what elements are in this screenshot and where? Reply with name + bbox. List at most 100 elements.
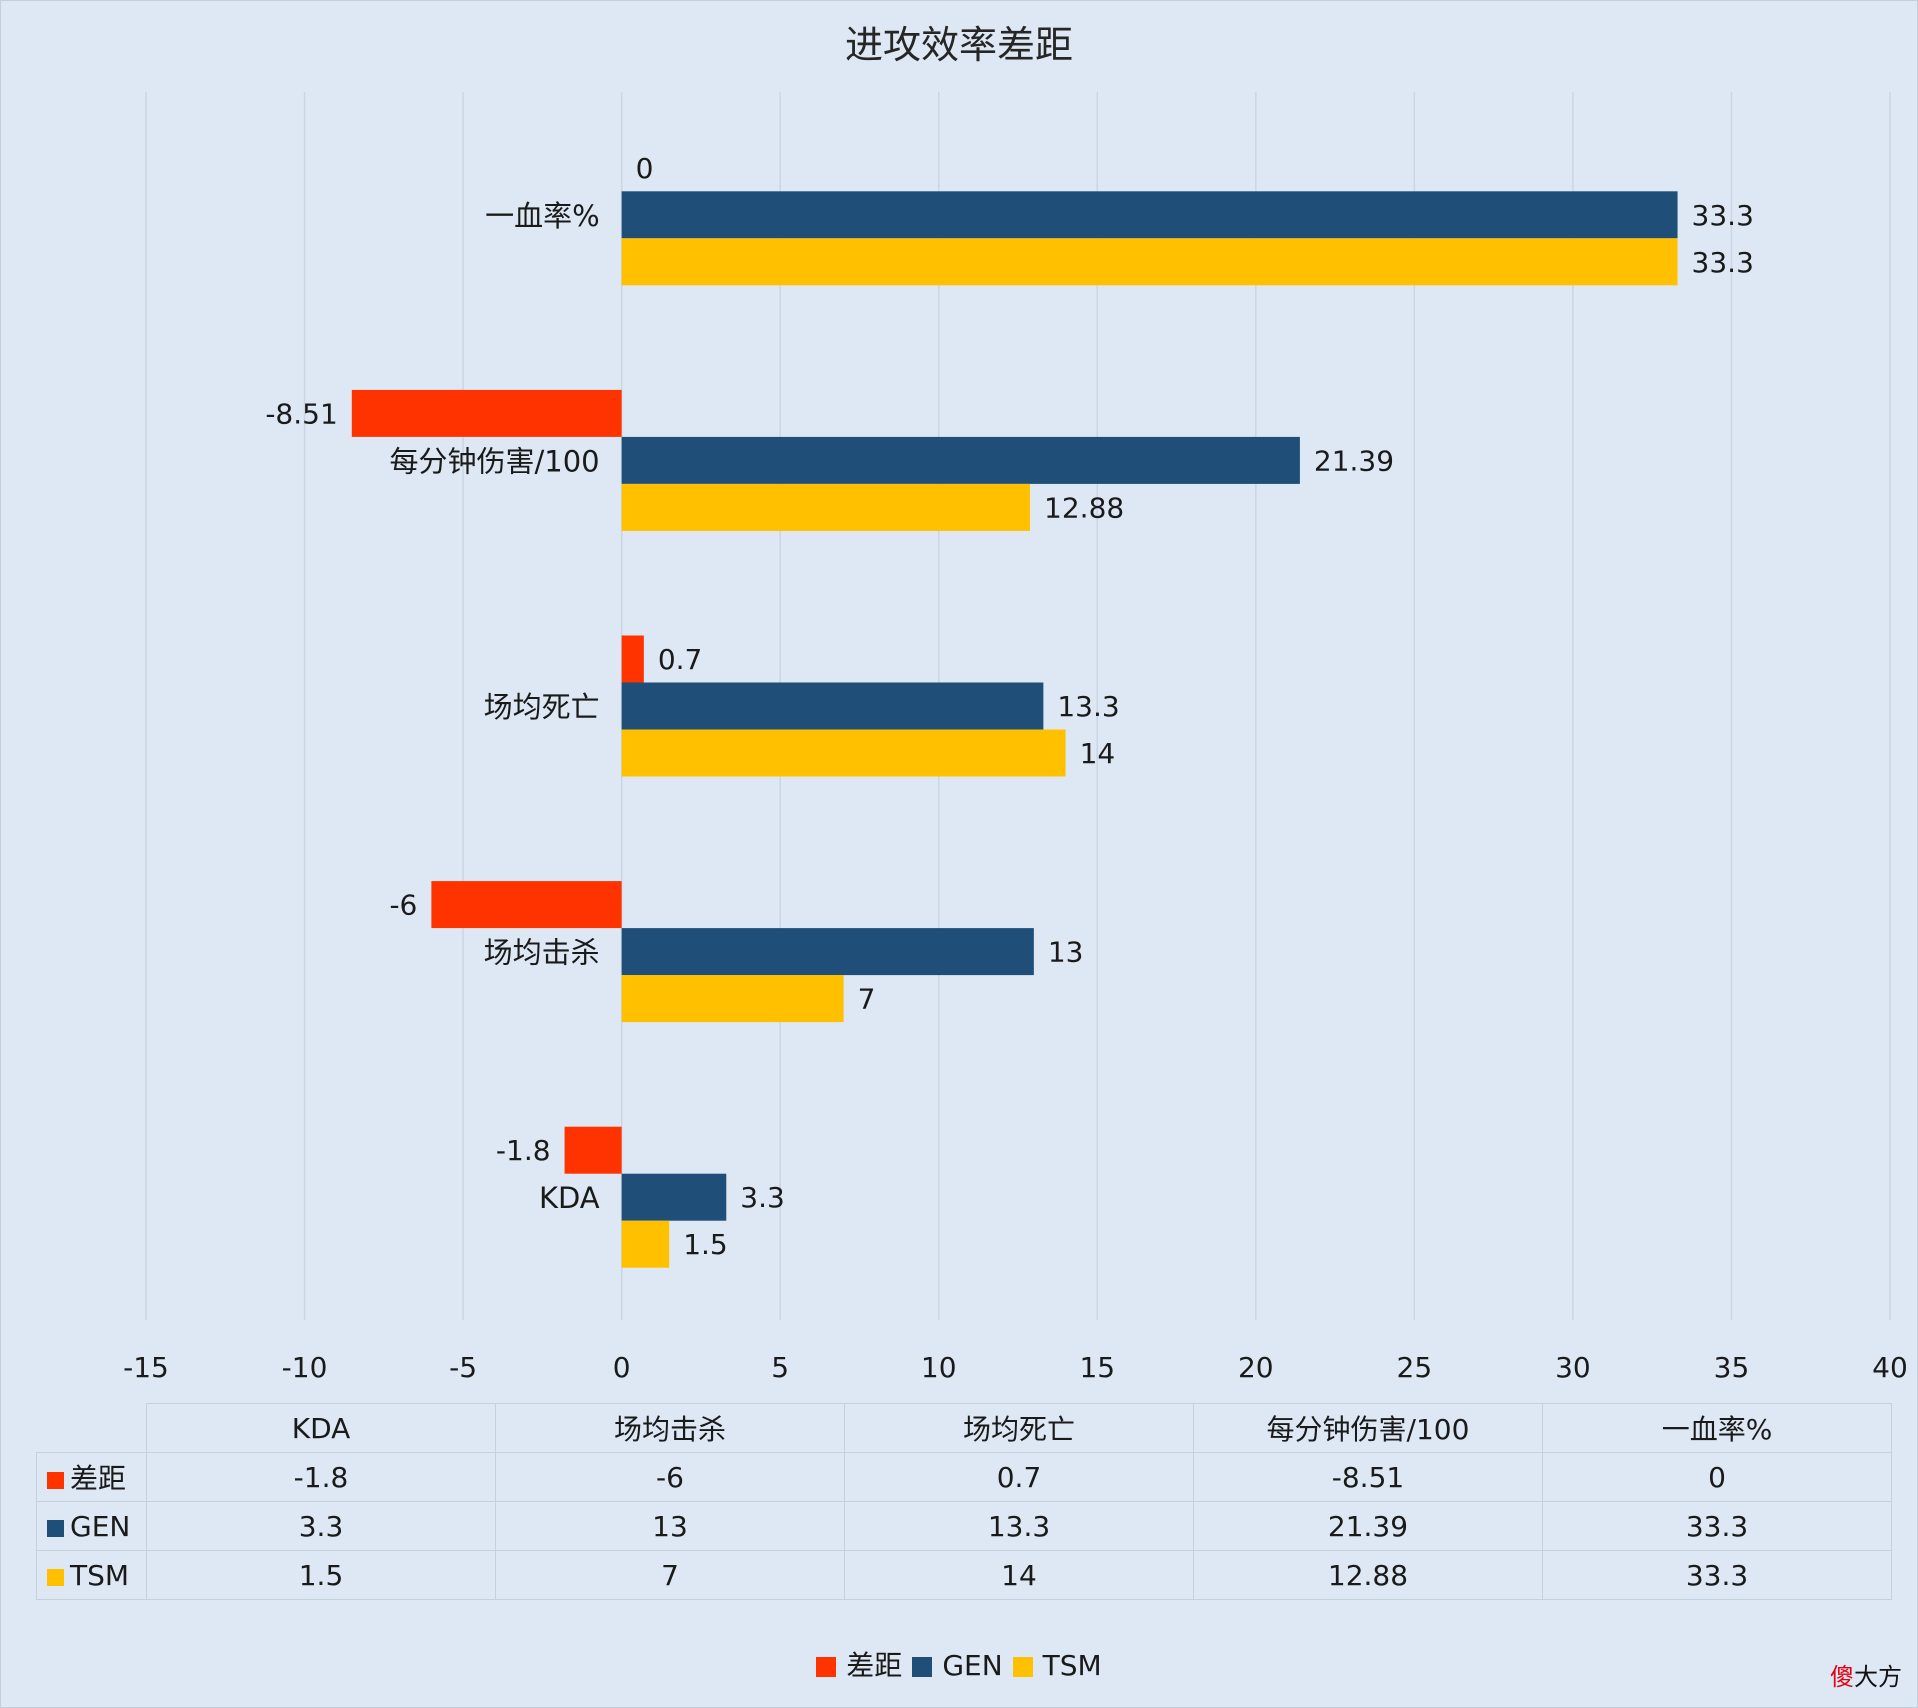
data-label: 7: [858, 983, 876, 1016]
data-label: 33.3: [1692, 246, 1754, 279]
table-cell: 7: [495, 1550, 845, 1600]
data-label: 21.39: [1314, 444, 1394, 477]
bar-差距: [431, 881, 622, 929]
chart-title: 进攻效率差距: [844, 23, 1073, 67]
bar-gen: [621, 1173, 727, 1221]
data-label: 12.88: [1044, 491, 1124, 524]
data-label: -1.8: [496, 1134, 551, 1167]
x-tick-label: -10: [282, 1351, 328, 1384]
table-cell: 13.3: [844, 1501, 1194, 1551]
table-row: TSM 1.5 7 14 12.88 33.3: [36, 1550, 1892, 1600]
bar-差距: [564, 1126, 622, 1174]
x-tick-labels: -15 -10 -5 0 5 10 15 20 25 30 35 40: [123, 1351, 1908, 1384]
table-column-header: 一血率%: [1542, 1403, 1892, 1453]
legend-item-tsm: TSM: [1012, 1649, 1102, 1682]
series-swatch: [47, 1519, 64, 1537]
table-corner: [36, 1403, 147, 1453]
data-label: 1.5: [683, 1228, 728, 1261]
category-label: KDA: [539, 1181, 600, 1215]
table-column-header: 场均击杀: [495, 1403, 845, 1453]
data-label: -8.51: [265, 397, 337, 430]
x-tick-label: 0: [613, 1351, 631, 1384]
category-label: 每分钟伤害/100: [390, 444, 600, 478]
data-label: 3.3: [740, 1181, 785, 1214]
data-label: 0.7: [658, 643, 703, 676]
watermark-accent: 傻: [1830, 1663, 1854, 1691]
table-cell: 1.5: [146, 1550, 496, 1600]
x-tick-label: 20: [1238, 1351, 1274, 1384]
table-column-header: KDA: [146, 1403, 496, 1453]
data-label: -6: [389, 889, 417, 922]
table-row-header: TSM: [36, 1550, 147, 1600]
x-tick-label: 5: [771, 1351, 789, 1384]
series-swatch: [47, 1568, 64, 1586]
legend-swatch: [912, 1657, 933, 1677]
bar-tsm: [621, 975, 844, 1023]
table-cell: 33.3: [1542, 1501, 1892, 1551]
legend: 差距 GEN TSM: [0, 1644, 1918, 1684]
legend-item-gen: GEN: [912, 1649, 1003, 1682]
table-cell: 3.3: [146, 1501, 496, 1551]
x-tick-label: 40: [1872, 1351, 1908, 1384]
bar-gen: [621, 191, 1678, 239]
bar-gen: [621, 928, 1034, 976]
table-column-header: 场均死亡: [844, 1403, 1194, 1453]
category-label: 场均击杀: [484, 936, 600, 970]
table-row: 差距 -1.8 -6 0.7 -8.51 0: [36, 1452, 1892, 1502]
data-label: 13: [1048, 936, 1084, 969]
table-cell: 13: [495, 1501, 845, 1551]
x-tick-label: -5: [449, 1351, 477, 1384]
table-cell: 0: [1542, 1452, 1892, 1502]
bar-gen: [621, 436, 1300, 484]
table-cell: 33.3: [1542, 1550, 1892, 1600]
bar-tsm: [621, 238, 1678, 286]
x-tick-label: 35: [1714, 1351, 1750, 1384]
bar-差距: [621, 635, 644, 683]
bar-tsm: [621, 729, 1066, 777]
legend-label: 差距: [846, 1649, 903, 1682]
data-table: KDA 场均击杀 场均死亡 每分钟伤害/100 一血率% 差距 -1.8 -6 0.7 -8.51…: [36, 1403, 1892, 1600]
series-name: TSM: [70, 1558, 130, 1592]
table-cell: -8.51: [1193, 1452, 1543, 1502]
table-row-header: 差距: [36, 1452, 147, 1502]
plot-area: -1.8 3.3 1.5 -6 13 7 0.7 13.3 14 -8.51 21.39 12.88 0…: [123, 92, 1908, 1384]
table-column-header: 每分钟伤害/100: [1193, 1403, 1543, 1453]
category-label: 一血率%: [485, 199, 600, 233]
series-swatch: [47, 1472, 64, 1489]
table-cell: -1.8: [146, 1452, 496, 1502]
table-cell: 0.7: [844, 1452, 1194, 1502]
series-name: GEN: [70, 1509, 131, 1543]
table-cell: 14: [844, 1550, 1194, 1600]
category-labels: KDA 场均击杀 场均死亡 每分钟伤害/100 一血率%: [390, 199, 600, 1215]
table-header-row: KDA 场均击杀 场均死亡 每分钟伤害/100 一血率%: [36, 1403, 1892, 1453]
x-tick-label: 15: [1079, 1351, 1115, 1384]
bars: [351, 191, 1678, 1268]
x-tick-label: 10: [921, 1351, 957, 1384]
data-label: 14: [1080, 737, 1116, 770]
data-label: 13.3: [1057, 690, 1119, 723]
legend-swatch: [1012, 1657, 1033, 1677]
data-label: 33.3: [1692, 199, 1754, 232]
x-tick-label: -15: [123, 1351, 169, 1384]
category-label: 场均死亡: [484, 690, 600, 724]
legend-item-差距: 差距: [816, 1644, 902, 1684]
watermark-text: 大方: [1854, 1663, 1902, 1691]
legend-swatch: [816, 1657, 837, 1677]
x-tick-label: 25: [1397, 1351, 1433, 1384]
bar-tsm: [621, 1220, 670, 1268]
watermark: 傻大方: [1830, 1657, 1902, 1692]
legend-label: TSM: [1042, 1649, 1102, 1682]
table-row: GEN 3.3 13 13.3 21.39 33.3: [36, 1501, 1892, 1551]
x-tick-label: 30: [1555, 1351, 1591, 1384]
table-row-header: GEN: [36, 1501, 147, 1551]
data-label: 0: [636, 152, 654, 185]
legend-label: GEN: [942, 1649, 1003, 1682]
table-cell: 21.39: [1193, 1501, 1543, 1551]
bar-tsm: [621, 483, 1031, 531]
table-cell: -6: [495, 1452, 845, 1502]
series-name: 差距: [70, 1462, 127, 1495]
bar-差距: [351, 389, 622, 437]
bar-gen: [621, 682, 1044, 730]
data-labels: -1.8 3.3 1.5 -6 13 7 0.7 13.3 14 -8.51 21.39 12.88 0…: [265, 152, 1754, 1261]
table-cell: 12.88: [1193, 1550, 1543, 1600]
